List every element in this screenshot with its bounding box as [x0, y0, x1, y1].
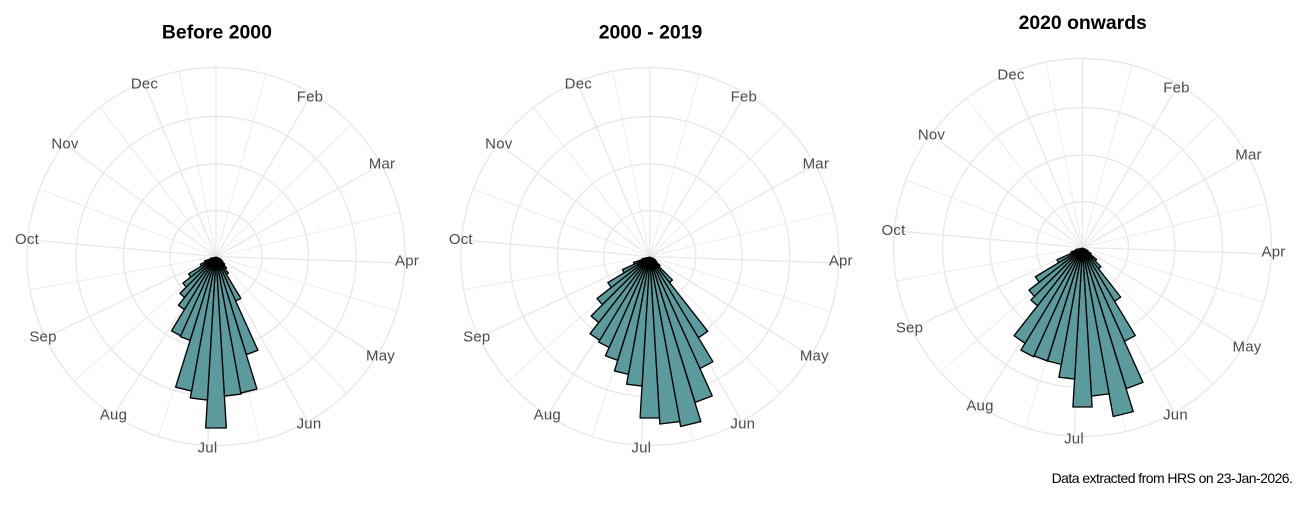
svg-text:Nov: Nov — [51, 136, 79, 153]
svg-text:Feb: Feb — [297, 89, 323, 106]
svg-text:Data extracted from HRS on 23-: Data extracted from HRS on 23-Jan-2026. — [1052, 470, 1293, 486]
svg-text:Before 2000: Before 2000 — [162, 21, 272, 43]
svg-text:Apr: Apr — [395, 253, 419, 270]
svg-text:Feb: Feb — [731, 89, 757, 106]
svg-text:Dec: Dec — [565, 76, 593, 93]
svg-text:Mar: Mar — [803, 156, 829, 173]
svg-text:Mar: Mar — [1235, 147, 1261, 164]
svg-text:Jun: Jun — [730, 416, 755, 433]
svg-text:Sep: Sep — [463, 329, 490, 346]
svg-text:Aug: Aug — [100, 407, 127, 424]
svg-text:Mar: Mar — [369, 156, 395, 173]
svg-text:May: May — [366, 348, 395, 365]
svg-text:2000 - 2019: 2000 - 2019 — [599, 21, 703, 43]
svg-text:Jul: Jul — [1064, 431, 1084, 448]
svg-text:Feb: Feb — [1163, 80, 1189, 97]
svg-text:Jul: Jul — [198, 440, 218, 457]
svg-text:Dec: Dec — [997, 67, 1025, 84]
svg-text:Apr: Apr — [1262, 244, 1286, 261]
svg-text:Nov: Nov — [918, 127, 946, 144]
svg-text:Sep: Sep — [29, 329, 56, 346]
svg-text:Apr: Apr — [829, 253, 853, 270]
svg-text:Dec: Dec — [131, 76, 159, 93]
svg-text:Oct: Oct — [15, 231, 40, 248]
svg-text:2020 onwards: 2020 onwards — [1019, 12, 1147, 34]
svg-text:May: May — [800, 348, 829, 365]
svg-text:Aug: Aug — [966, 398, 993, 415]
svg-text:Jul: Jul — [631, 440, 651, 457]
svg-text:May: May — [1233, 339, 1262, 356]
svg-text:Aug: Aug — [534, 407, 561, 424]
svg-text:Nov: Nov — [485, 136, 513, 153]
svg-text:Oct: Oct — [449, 231, 474, 248]
svg-text:Jun: Jun — [297, 416, 322, 433]
svg-text:Sep: Sep — [896, 320, 923, 337]
svg-text:Jun: Jun — [1163, 407, 1188, 424]
svg-text:Oct: Oct — [882, 222, 907, 239]
